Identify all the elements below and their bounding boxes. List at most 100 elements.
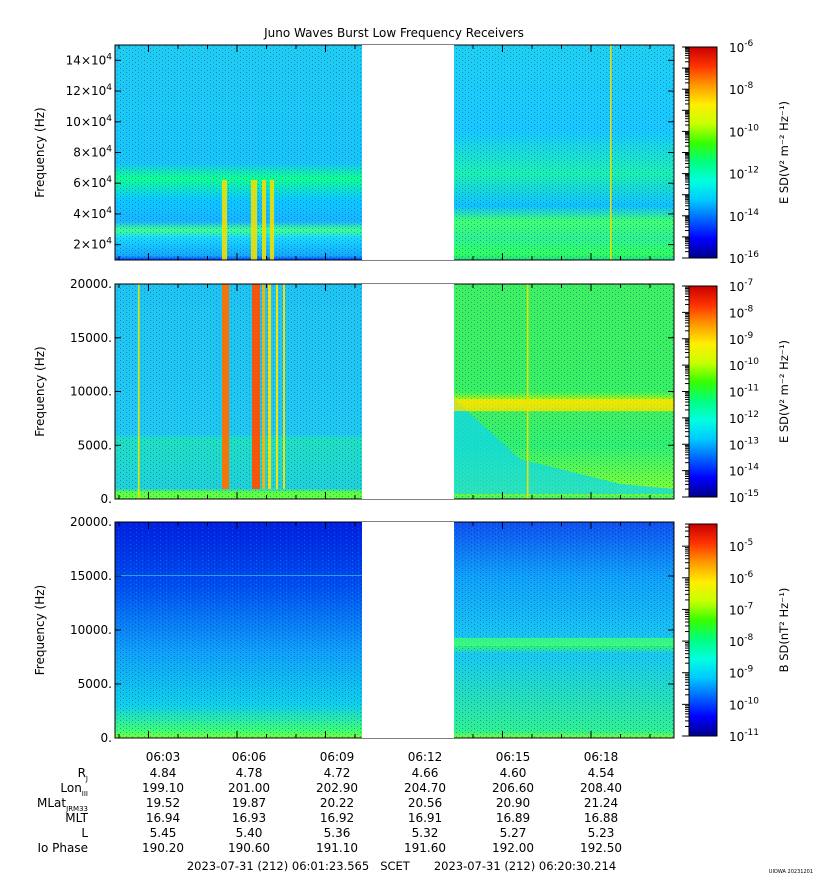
- time-tick-label: 06:12: [408, 750, 443, 764]
- colorbar-tick-label: 10-13: [729, 436, 759, 452]
- ephemeris-value: 16.93: [232, 811, 266, 825]
- ephemeris-row-label: L: [81, 826, 88, 840]
- colorbar-tick-label: 10-8: [729, 633, 754, 649]
- ephemeris-value: 201.00: [228, 781, 270, 795]
- ephemeris-value: 4.54: [588, 766, 615, 780]
- colorbar-tick-label: 10-10: [729, 696, 759, 712]
- cutoff-region: [454, 399, 674, 494]
- ephemeris-value: 5.32: [412, 826, 439, 840]
- y-tick-label: 10×104: [66, 114, 113, 129]
- colorbar-tick-label: 10-9: [729, 331, 754, 347]
- ephemeris-row-label: MLT: [65, 811, 88, 825]
- colorbar-tick-label: 10-6: [729, 570, 754, 586]
- ephemeris-value: 192.00: [492, 841, 534, 855]
- watermark: UIOWA 20231201: [769, 869, 813, 875]
- colorbar: 10-6 10-8 10-10 10-12 10-14 10-16 E SD(V² m⁻² …: [682, 39, 791, 266]
- emission-burst: [252, 284, 260, 489]
- ephemeris-value: 16.88: [584, 811, 618, 825]
- ephemeris-value: 5.40: [236, 826, 263, 840]
- ephemeris-value: 190.20: [142, 841, 184, 855]
- ephemeris-value: 5.36: [324, 826, 351, 840]
- interference-line: [610, 45, 612, 260]
- data-gap: [362, 284, 454, 499]
- y-tick-label: 12×104: [66, 83, 113, 98]
- colorbar-tick-label: 10-9: [729, 665, 754, 681]
- ephemeris-value: 191.60: [404, 841, 446, 855]
- ephemeris-value: 199.10: [142, 781, 184, 795]
- ephemeris-value: 191.10: [316, 841, 358, 855]
- colorbar-tick-label: 10-11: [729, 384, 759, 400]
- time-tick-label: 06:09: [320, 750, 355, 764]
- ephemeris-value: 4.72: [324, 766, 351, 780]
- ephemeris-value: 5.27: [500, 826, 527, 840]
- emission-band: [454, 638, 674, 646]
- harmonic-line: [115, 575, 362, 576]
- time-tick-label: 06:03: [146, 750, 181, 764]
- y-tick-label: 20000.: [70, 277, 112, 291]
- colorbar: 10-5 10-6 10-7 10-8 10-9 10-10 10-11 B SD(nT² H…: [682, 523, 791, 744]
- y-tick-label: 6×104: [73, 175, 112, 190]
- ephemeris-value: 20.90: [496, 796, 530, 810]
- y-tick-label: 8×104: [73, 145, 112, 160]
- ephemeris-value: 16.89: [496, 811, 530, 825]
- y-tick-label: 4×104: [73, 206, 112, 221]
- colorbar: 10-7 10-8 10-9 10-10 10-11 10-12 10-13 10-14 10-…: [682, 278, 791, 505]
- ephemeris-value: 4.84: [150, 766, 177, 780]
- spectrogram-texture: [115, 522, 362, 738]
- y-tick-label: 15000.: [70, 569, 112, 583]
- interference-line: [527, 284, 529, 499]
- emission-burst: [276, 284, 278, 489]
- y-tick-label: 5000.: [78, 438, 112, 452]
- ephemeris-value: 20.22: [320, 796, 354, 810]
- ephemeris-value: 16.92: [320, 811, 354, 825]
- ephemeris-value: 20.56: [408, 796, 442, 810]
- colorbar-tick-label: 10-11: [729, 728, 759, 744]
- emission-band: [454, 399, 674, 411]
- colorbar-tick-label: 10-14: [729, 208, 759, 224]
- y-tick-label: 2×104: [73, 237, 112, 252]
- ephemeris-value: 21.24: [584, 796, 618, 810]
- time-tick-label: 06:18: [584, 750, 619, 764]
- spectrogram-texture: [115, 45, 362, 260]
- data-gap: [362, 45, 454, 260]
- time-tick-label: 06:15: [496, 750, 531, 764]
- colorbar-tick-label: 10-7: [729, 278, 753, 294]
- ephemeris-value: 208.40: [580, 781, 622, 795]
- y-axis-label: Frequency (Hz): [33, 107, 47, 198]
- ephemeris-value: 4.66: [412, 766, 439, 780]
- y-axis-label: Frequency (Hz): [33, 585, 47, 676]
- spectrogram-texture: [115, 284, 362, 499]
- colorbar-scale: [688, 46, 718, 259]
- ephemeris-table: 06:03 06:06 06:09 06:12 06:15 06:18 RJ 4.84 4.78…: [37, 750, 622, 855]
- emission-burst: [262, 180, 266, 260]
- ephemeris-value: 202.90: [316, 781, 358, 795]
- ephemeris-value: 204.70: [404, 781, 446, 795]
- emission-burst: [222, 284, 229, 489]
- y-axis-label: Frequency (Hz): [33, 346, 47, 437]
- y-tick-label: 14×104: [66, 52, 113, 67]
- spectrogram-panel-3: 0. 5000. 10000. 15000. 20000. Frequency (Hz) 1…: [33, 515, 791, 745]
- colorbar-tick-label: 10-7: [729, 601, 753, 617]
- colorbar-label: E SD(V² m⁻² Hz⁻¹): [777, 340, 791, 443]
- colorbar-tick-label: 10-12: [729, 410, 759, 426]
- emission-burst: [262, 284, 265, 489]
- end-time: 2023-07-31 (212) 06:20:30.214: [434, 859, 616, 873]
- y-tick-label: 20000.: [70, 515, 112, 529]
- ephemeris-value: 19.87: [232, 796, 266, 810]
- figure-title: Juno Waves Burst Low Frequency Receivers: [263, 26, 524, 40]
- ephemeris-value: 5.23: [588, 826, 615, 840]
- colorbar-tick-label: 10-6: [729, 39, 754, 55]
- data-gap: [362, 522, 454, 738]
- emission-burst: [270, 180, 274, 260]
- colorbar-tick-label: 10-10: [729, 357, 759, 373]
- interference-line: [138, 284, 140, 499]
- colorbar-tick-label: 10-14: [729, 463, 759, 479]
- colorbar-tick-label: 10-5: [729, 538, 753, 554]
- spectrogram-texture: [454, 522, 674, 738]
- time-tick-label: 06:06: [232, 750, 267, 764]
- ephemeris-value: 4.78: [236, 766, 263, 780]
- ephemeris-value: 206.60: [492, 781, 534, 795]
- colorbar-scale: [688, 285, 718, 498]
- y-tick-label: 5000.: [78, 677, 112, 691]
